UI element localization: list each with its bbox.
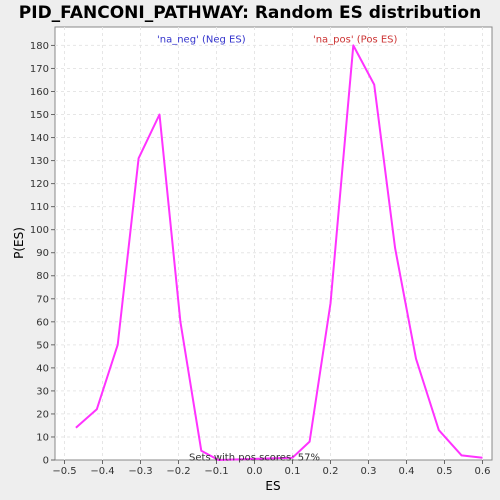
annotation-label: 'na_neg' (Neg ES) xyxy=(157,35,246,46)
y-tick-label: 90 xyxy=(36,248,49,259)
y-tick-label: 120 xyxy=(30,179,49,190)
y-tick-label: 50 xyxy=(36,340,49,351)
x-tick-label: 0.5 xyxy=(437,466,453,477)
annotations: 'na_neg' (Neg ES) 'na_pos' (Pos ES) Sets w… xyxy=(157,35,398,464)
y-tick-label: 20 xyxy=(36,409,49,420)
x-tick-label: −0.2 xyxy=(166,466,190,477)
annotation-label: Sets with pos scores: 57% xyxy=(189,453,320,464)
y-tick-label: 160 xyxy=(30,87,49,98)
y-tick-label: 30 xyxy=(36,386,49,397)
x-tick-label: −0.5 xyxy=(52,466,76,477)
series-lines xyxy=(75,44,483,461)
y-axis-label: P(ES) xyxy=(12,227,26,259)
y-tick-label: 100 xyxy=(30,225,49,236)
y-tick-label: 10 xyxy=(36,432,49,443)
y-tick-label: 70 xyxy=(36,294,49,305)
x-tick-label: 0.4 xyxy=(399,466,415,477)
plot-area xyxy=(54,26,493,461)
annotation-label: 'na_pos' (Pos ES) xyxy=(313,35,398,46)
x-axis: −0.5 −0.4 −0.3 −0.2 −0.1 0.0 0.1 0.2 0.3 0.4 0.5 0.… xyxy=(52,460,490,477)
x-tick-label: −0.4 xyxy=(90,466,114,477)
y-tick-label: 180 xyxy=(30,41,49,52)
chart-title: PID_FANCONI_PATHWAY: Random ES distribut… xyxy=(19,3,481,23)
series-line xyxy=(75,44,483,461)
x-tick-label: 0.2 xyxy=(323,466,339,477)
x-tick-label: −0.3 xyxy=(128,466,152,477)
x-tick-label: 0.1 xyxy=(285,466,301,477)
y-tick-label: 150 xyxy=(30,110,49,121)
x-axis-label: ES xyxy=(265,479,280,493)
y-tick-label: 110 xyxy=(30,202,49,213)
grid xyxy=(55,27,492,460)
y-tick-label: 140 xyxy=(30,133,49,144)
y-tick-label: 170 xyxy=(30,64,49,75)
x-tick-label: 0.6 xyxy=(475,466,491,477)
y-tick-label: 60 xyxy=(36,317,49,328)
y-axis: 0 10 20 30 40 50 60 70 80 90 100 110 120 130 140 150 160… xyxy=(30,41,55,467)
y-tick-label: 40 xyxy=(36,363,49,374)
x-tick-label: 0.0 xyxy=(247,466,263,477)
x-tick-label: −0.1 xyxy=(204,466,228,477)
y-tick-label: 0 xyxy=(43,456,49,467)
y-tick-label: 130 xyxy=(30,156,49,167)
x-tick-label: 0.3 xyxy=(361,466,377,477)
y-tick-label: 80 xyxy=(36,271,49,282)
